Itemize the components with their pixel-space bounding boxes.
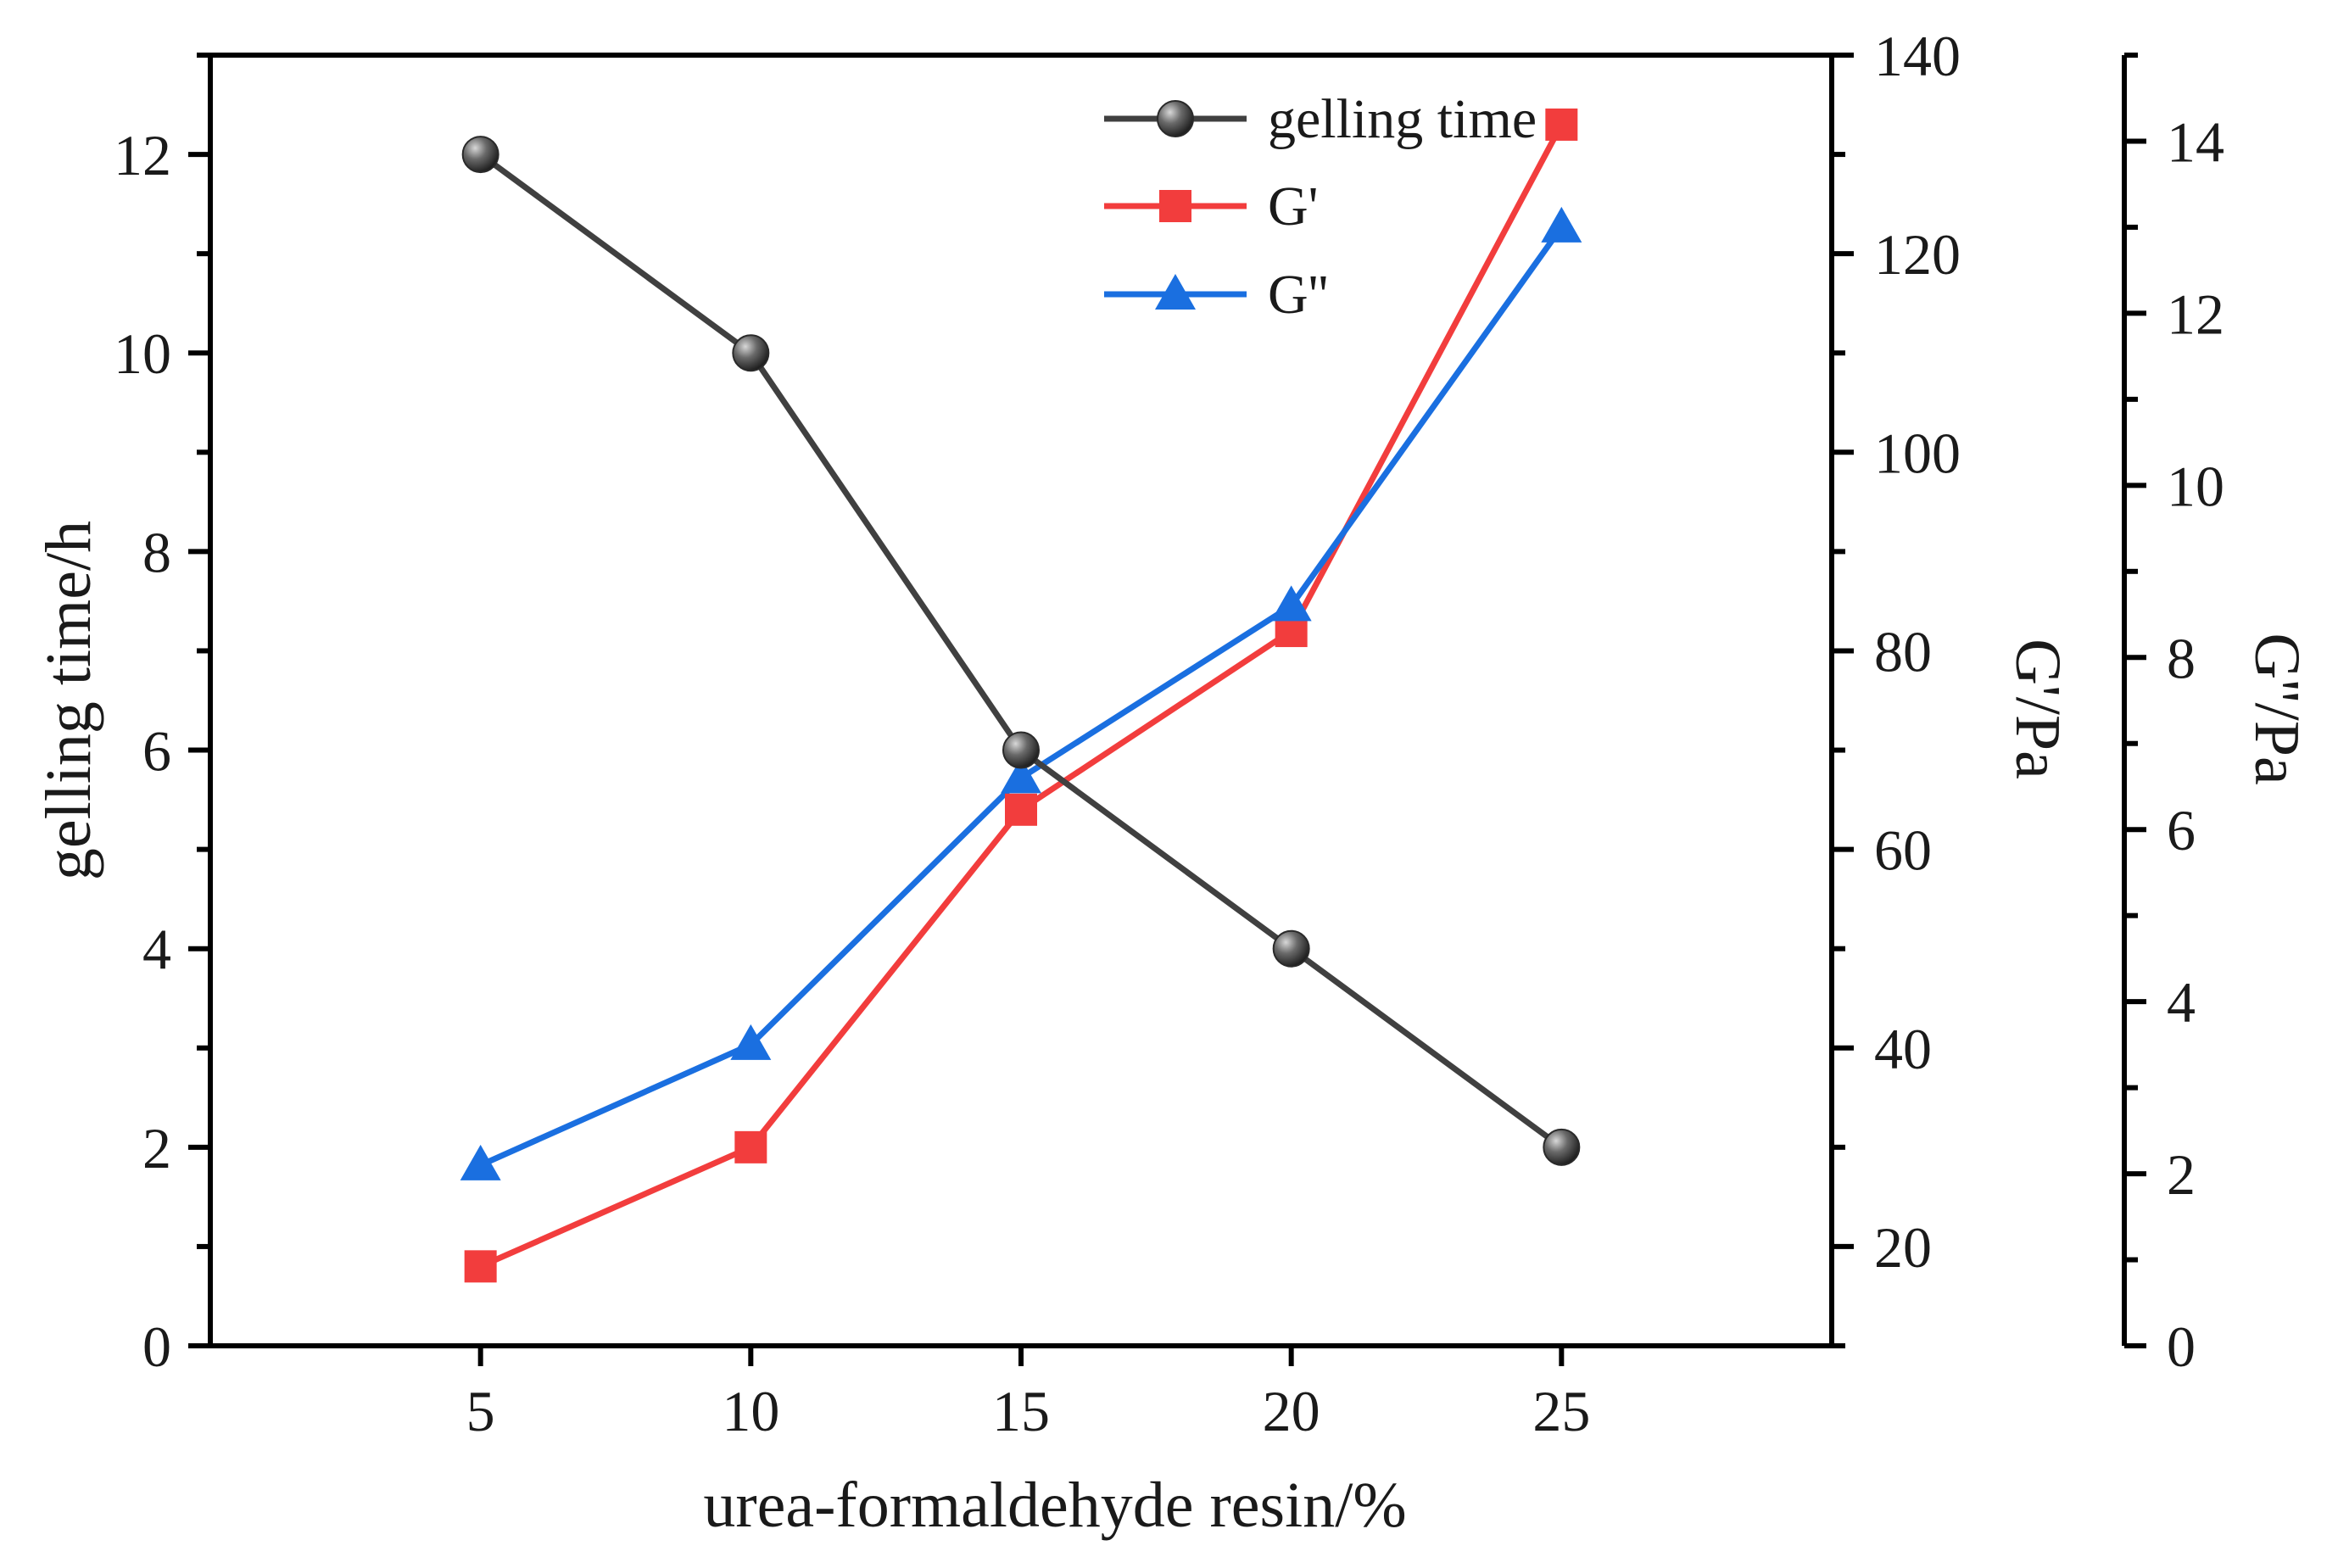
left-tick-label: 10	[114, 321, 171, 386]
right2-tick-label: 12	[2167, 282, 2224, 346]
x-tick-label: 20	[1263, 1379, 1320, 1443]
left-axis-title: gelling time/h	[33, 521, 104, 880]
right1-tick-label: 20	[1874, 1215, 1932, 1280]
legend-marker-g-double-prime	[1155, 274, 1196, 310]
g-double-prime-point	[730, 1024, 772, 1060]
right1-tick-label: 60	[1874, 818, 1932, 883]
gelling-time-point	[1272, 929, 1310, 968]
legend-marker-g-prime	[1159, 190, 1191, 222]
gelling-time-point	[732, 334, 770, 372]
gelling-time-point	[461, 136, 499, 174]
right2-tick-label: 8	[2167, 626, 2196, 690]
left-tick-label: 0	[142, 1314, 171, 1379]
x-tick-label: 25	[1532, 1379, 1590, 1443]
right2-tick-label: 2	[2167, 1142, 2196, 1207]
gelling-time-point	[1543, 1128, 1581, 1166]
left-tick-label: 8	[142, 520, 171, 584]
legend-label-gelling-time: gelling time	[1268, 88, 1537, 150]
legend: gelling time G' G''	[1104, 88, 1537, 326]
x-axis-title: urea-formaldehyde resin/%	[703, 1470, 1406, 1541]
x-tick-label: 5	[466, 1379, 495, 1443]
g-prime-point	[1005, 793, 1037, 826]
g-prime-point	[1545, 108, 1578, 141]
series-layer	[460, 108, 1582, 1283]
right2-tick-label: 14	[2167, 109, 2224, 174]
right2-tick-label: 4	[2167, 970, 2196, 1035]
legend-label-g-double-prime: G''	[1268, 264, 1328, 326]
left-tick-label: 12	[114, 123, 171, 187]
axes-layer: 5 10 15 20 25 0 2 4 6 8 10 12 20 40 60 80 100 120 140 0 2 4 6 8…	[33, 24, 2313, 1541]
gelling-time-point	[1002, 731, 1040, 769]
g-prime-point	[464, 1250, 497, 1283]
right1-tick-label: 80	[1874, 619, 1932, 684]
plot-frame	[208, 53, 1834, 1348]
right2-tick-label: 10	[2167, 454, 2224, 518]
right1-tick-label: 40	[1874, 1017, 1932, 1081]
right2-tick-label: 6	[2167, 798, 2196, 862]
g-double-prime-point	[460, 1144, 501, 1180]
x-tick-label: 10	[722, 1379, 779, 1443]
right2-axis-title: G''/Pa	[2241, 633, 2313, 784]
left-tick-label: 6	[142, 719, 171, 784]
gelling-time-series-line	[478, 152, 1564, 1150]
legend-marker-gelling-time	[1157, 100, 1194, 137]
left-tick-label: 4	[142, 918, 171, 982]
right1-tick-label: 120	[1874, 222, 1961, 287]
g-prime-point	[734, 1130, 767, 1163]
right1-tick-label: 140	[1874, 24, 1961, 88]
right1-tick-label: 100	[1874, 421, 1961, 485]
right1-axis-title: G'/Pa	[2002, 639, 2073, 779]
g-double-prime-point	[1541, 206, 1582, 243]
right2-tick-label: 0	[2167, 1314, 2196, 1379]
x-tick-label: 15	[992, 1379, 1050, 1443]
legend-label-g-prime: G'	[1268, 176, 1319, 237]
g-double-prime-point	[1001, 757, 1041, 794]
g-double-prime-point	[1270, 585, 1312, 622]
left-tick-label: 2	[142, 1116, 171, 1180]
